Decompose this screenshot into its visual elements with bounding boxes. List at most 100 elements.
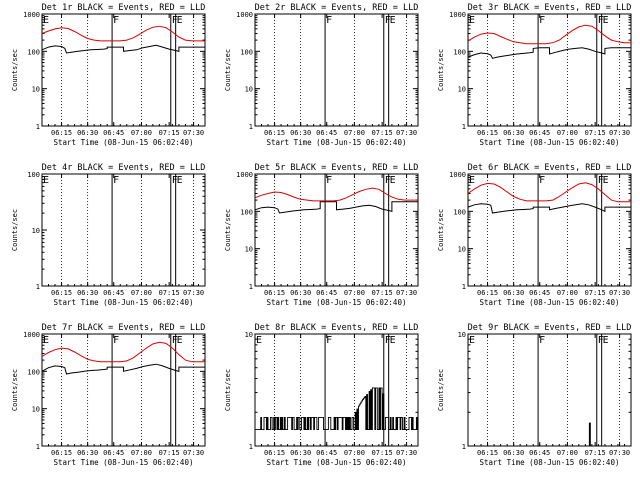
x-axis-label: Start Time (08-Jun-15 06:02:40) xyxy=(267,458,407,467)
series-lld xyxy=(467,182,631,203)
panel-title: Det 7r BLACK = Events, RED = LLD xyxy=(42,323,206,333)
series-events xyxy=(467,203,631,214)
x-tick-label: 06:45 xyxy=(529,129,550,137)
y-tick-label: 100 xyxy=(27,171,40,179)
y-tick-label: 10 xyxy=(32,86,40,94)
x-tick-label: 07:15 xyxy=(159,129,180,137)
y-tick-label: 1 xyxy=(462,283,466,291)
x-tick-label: 06:30 xyxy=(290,289,311,297)
marker-label: F xyxy=(326,15,332,26)
y-tick-label: 100 xyxy=(240,208,253,216)
marker-label: E xyxy=(177,335,183,346)
x-tick-label: 07:30 xyxy=(183,289,204,297)
marker-label: F xyxy=(326,335,332,346)
y-tick-label: 10 xyxy=(458,331,466,339)
panel-det-4r: Det 4r BLACK = Events, RED = LLD 1 10 100 Co… xyxy=(11,163,206,307)
series-events xyxy=(255,387,419,431)
marker-label: F xyxy=(598,335,604,346)
panel-det-8r: Det 8r BLACK = Events, RED = LLD 1 10 Count… xyxy=(224,323,419,467)
panel-det-1r: Det 1r BLACK = Events, RED = LLD 1 10 100 10… xyxy=(11,3,206,147)
series-lld xyxy=(254,187,418,202)
x-tick-label: 07:30 xyxy=(396,289,417,297)
marker-label: E xyxy=(603,175,609,186)
x-tick-label: 06:15 xyxy=(477,449,498,457)
x-tick-label: 06:15 xyxy=(477,289,498,297)
x-tick-label: 07:30 xyxy=(609,289,630,297)
panel-det-9r: Det 9r BLACK = Events, RED = LLD 1 10 Count… xyxy=(437,323,632,467)
x-axis-label: Start Time (08-Jun-15 06:02:40) xyxy=(54,298,194,307)
x-axis-label: Start Time (08-Jun-15 06:02:40) xyxy=(480,138,620,147)
marker-label: E xyxy=(177,175,183,186)
x-axis-label: Start Time (08-Jun-15 06:02:40) xyxy=(480,458,620,467)
y-tick-label: 100 xyxy=(240,48,253,56)
marker-label: E xyxy=(390,335,396,346)
x-tick-label: 06:45 xyxy=(316,129,337,137)
y-tick-label: 1 xyxy=(36,283,40,291)
marker-label: F xyxy=(385,175,391,186)
panel-title: Det 2r BLACK = Events, RED = LLD xyxy=(255,3,419,13)
y-axis-label: Counts/sec xyxy=(224,209,232,251)
y-tick-label: 1 xyxy=(462,443,466,451)
x-tick-label: 07:00 xyxy=(344,449,365,457)
x-tick-label: 07:30 xyxy=(183,129,204,137)
panel-det-5r: Det 5r BLACK = Events, RED = LLD 1 10 100 10… xyxy=(224,163,419,307)
plot-frame xyxy=(467,13,632,127)
x-tick-label: 06:15 xyxy=(51,129,72,137)
y-axis-label: Counts/sec xyxy=(437,369,445,411)
x-tick-label: 07:00 xyxy=(131,289,152,297)
x-tick-label: 07:00 xyxy=(557,129,578,137)
marker-label: F xyxy=(172,175,178,186)
panel-det-3r: Det 3r BLACK = Events, RED = LLD 1 10 100 10… xyxy=(437,3,632,147)
x-tick-label: 07:00 xyxy=(344,289,365,297)
series-events xyxy=(468,422,631,447)
x-tick-label: 06:30 xyxy=(503,289,524,297)
panel-det-7r: Det 7r BLACK = Events, RED = LLD 1 10 100 10… xyxy=(11,323,206,467)
plot-frame xyxy=(41,13,206,127)
x-tick-label: 07:30 xyxy=(183,449,204,457)
x-axis-label: Start Time (08-Jun-15 06:02:40) xyxy=(267,298,407,307)
x-tick-label: 07:00 xyxy=(557,449,578,457)
x-tick-label: 07:00 xyxy=(557,289,578,297)
plot-frame xyxy=(254,333,419,447)
x-tick-label: 06:45 xyxy=(316,449,337,457)
marker-label: F xyxy=(385,335,391,346)
y-tick-label: 10 xyxy=(245,246,253,254)
x-tick-label: 07:15 xyxy=(585,289,606,297)
marker-label: F xyxy=(598,15,604,26)
x-tick-label: 07:15 xyxy=(372,289,393,297)
panel-det-2r: Det 2r BLACK = Events, RED = LLD 1 10 100 10… xyxy=(224,3,419,147)
x-tick-label: 06:45 xyxy=(103,129,124,137)
x-tick-label: 06:45 xyxy=(316,289,337,297)
marker-label: E xyxy=(390,15,396,26)
marker-label: F xyxy=(172,15,178,26)
x-tick-label: 06:30 xyxy=(290,449,311,457)
marker-label: E xyxy=(469,15,475,26)
x-tick-label: 07:15 xyxy=(372,129,393,137)
marker-label: F xyxy=(113,15,119,26)
y-axis-label: Counts/sec xyxy=(224,369,232,411)
marker-label: E xyxy=(43,175,49,186)
x-tick-label: 07:30 xyxy=(609,449,630,457)
panel-title: Det 9r BLACK = Events, RED = LLD xyxy=(468,323,632,333)
series-lld xyxy=(41,341,205,363)
y-tick-label: 1000 xyxy=(236,171,253,179)
x-axis-label: Start Time (08-Jun-15 06:02:40) xyxy=(54,138,194,147)
marker-label: E xyxy=(603,335,609,346)
panel-title: Det 4r BLACK = Events, RED = LLD xyxy=(42,163,206,173)
x-tick-label: 06:30 xyxy=(77,449,98,457)
plot-frame xyxy=(254,13,419,127)
marker-label: F xyxy=(539,15,545,26)
y-tick-label: 1 xyxy=(249,443,253,451)
y-tick-label: 1 xyxy=(462,123,466,131)
marker-label: E xyxy=(43,15,49,26)
x-tick-label: 07:00 xyxy=(131,129,152,137)
y-tick-label: 10 xyxy=(32,227,40,235)
y-tick-label: 1 xyxy=(249,123,253,131)
y-tick-label: 1 xyxy=(36,123,40,131)
series-events xyxy=(467,47,631,59)
series-lld xyxy=(41,25,205,42)
marker-label: F xyxy=(539,175,545,186)
marker-label: F xyxy=(598,175,604,186)
series-events xyxy=(41,363,205,375)
y-tick-label: 100 xyxy=(27,48,40,56)
